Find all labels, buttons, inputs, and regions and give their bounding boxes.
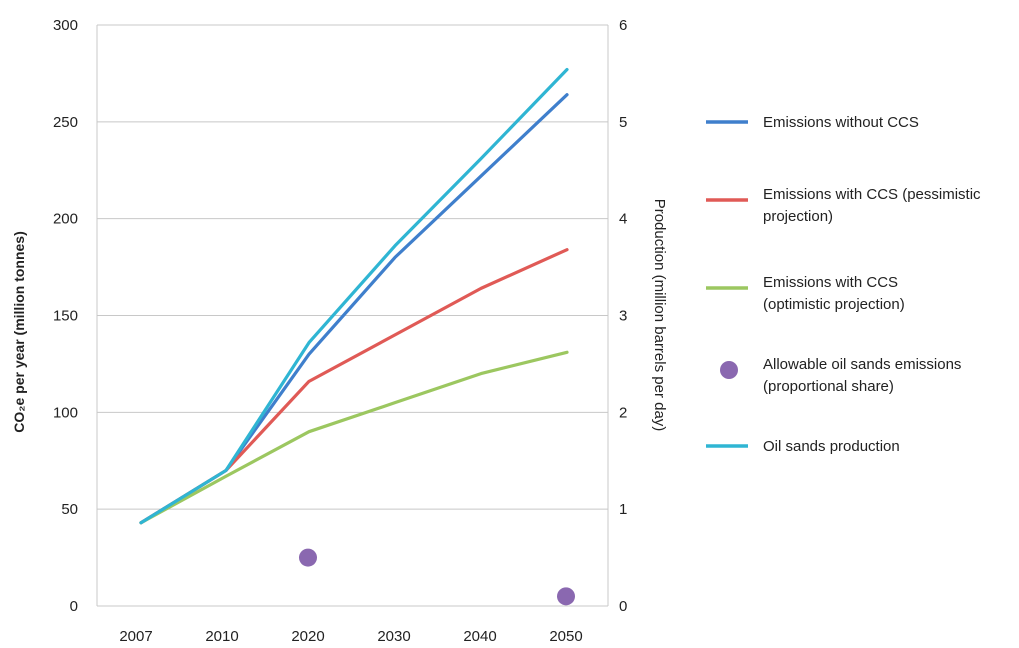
x-tick-label: 2007	[119, 628, 152, 645]
left-tick-label: 150	[53, 308, 78, 325]
right-tick-label: 6	[619, 17, 627, 34]
right-axis-ticks: 0 1 2 3 4 5 6	[619, 17, 627, 615]
left-tick-label: 0	[70, 598, 78, 615]
series-point	[299, 548, 317, 567]
right-axis-title: Production (million barrels per day)	[651, 199, 668, 432]
series-line	[139, 67, 569, 525]
series-line	[139, 350, 569, 525]
x-tick-label: 2010	[205, 628, 238, 645]
right-tick-label: 5	[619, 114, 627, 131]
gridlines	[97, 24, 608, 607]
left-tick-label: 300	[53, 17, 78, 34]
legend-label: Emissions with CCS (pessimistic projectio…	[763, 186, 981, 225]
left-tick-label: 100	[53, 404, 78, 421]
right-tick-label: 4	[619, 211, 627, 228]
left-tick-label: 200	[53, 211, 78, 228]
left-tick-label: 50	[61, 501, 78, 518]
legend: Emissions without CCS Emissions with CCS …	[706, 114, 981, 455]
right-tick-label: 2	[619, 404, 627, 421]
plot-frame	[96, 25, 609, 606]
legend-label: Allowable oil sands emissions (proportion…	[763, 356, 961, 395]
x-tick-label: 2040	[463, 628, 496, 645]
left-axis-title: CO₂e per year (million tonnes)	[11, 231, 27, 432]
right-tick-label: 1	[619, 501, 627, 518]
legend-label: Emissions without CCS	[763, 114, 919, 131]
right-tick-label: 0	[619, 598, 627, 615]
legend-label: Oil sands production	[763, 438, 900, 455]
series-layer	[139, 67, 575, 606]
x-tick-label: 2030	[377, 628, 410, 645]
x-axis-ticks: 2007 2010 2020 2030 2040 2050	[119, 628, 582, 645]
series-point	[557, 587, 575, 606]
left-tick-label: 250	[53, 114, 78, 131]
left-axis-ticks: 0 50 100 150 200 250 300	[53, 17, 78, 615]
right-tick-label: 3	[619, 308, 627, 325]
x-tick-label: 2050	[549, 628, 582, 645]
x-tick-label: 2020	[291, 628, 324, 645]
legend-swatch	[720, 361, 738, 379]
legend-label: Emissions with CCS (optimistic projection…	[763, 274, 905, 313]
series-line	[139, 93, 569, 525]
